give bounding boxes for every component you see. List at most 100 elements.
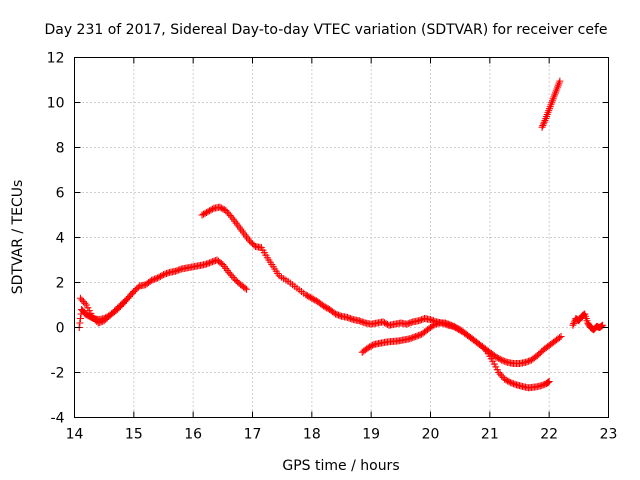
x-tick-label: 14 <box>66 427 84 443</box>
data-point <box>321 303 329 311</box>
data-point <box>523 358 531 366</box>
data-point <box>173 267 181 275</box>
data-point <box>76 294 84 302</box>
data-point <box>241 284 249 292</box>
data-point <box>308 294 316 302</box>
data-point <box>428 316 436 324</box>
data-point <box>226 212 234 220</box>
data-point <box>449 322 457 330</box>
data-point <box>505 378 513 386</box>
data-point <box>201 261 209 268</box>
series-segment-a <box>75 256 251 331</box>
data-point <box>444 320 452 328</box>
data-point <box>154 274 162 282</box>
data-point <box>81 299 89 307</box>
y-tick-label: 0 <box>56 321 65 337</box>
data-point <box>345 314 353 322</box>
y-tick-label: -2 <box>51 366 65 382</box>
data-point <box>306 293 314 301</box>
data-point <box>333 311 341 319</box>
data-point <box>151 275 159 283</box>
data-point <box>498 356 506 364</box>
data-point <box>540 118 548 126</box>
x-tick-label: 20 <box>422 427 440 443</box>
data-point <box>481 346 489 354</box>
data-point <box>217 204 225 212</box>
data-point <box>332 310 340 318</box>
data-point <box>93 317 101 325</box>
data-point <box>407 334 415 342</box>
x-tick-label: 21 <box>481 427 499 443</box>
data-point <box>343 313 351 321</box>
data-point <box>225 210 233 218</box>
data-point <box>207 206 215 214</box>
data-point <box>429 321 437 329</box>
data-point <box>415 317 423 325</box>
data-point <box>434 320 442 328</box>
data-point <box>369 341 377 349</box>
data-point <box>526 357 534 365</box>
data-point <box>303 292 311 300</box>
data-point <box>348 315 356 323</box>
data-point <box>149 276 157 284</box>
data-point <box>455 325 463 333</box>
data-point <box>134 283 142 291</box>
data-point <box>243 285 251 293</box>
data-point <box>225 268 233 276</box>
data-point <box>127 291 135 299</box>
data-point <box>158 271 166 279</box>
data-point <box>250 241 258 249</box>
data-point <box>91 316 99 324</box>
data-point <box>146 277 154 285</box>
data-point <box>305 293 313 301</box>
data-point <box>200 210 208 218</box>
data-point <box>441 319 449 327</box>
data-point <box>171 267 179 275</box>
data-point <box>446 321 454 329</box>
data-point <box>406 319 414 327</box>
data-point <box>538 123 546 131</box>
data-point <box>79 298 87 306</box>
data-point <box>598 322 606 330</box>
data-point <box>346 315 354 322</box>
data-point <box>502 358 510 366</box>
y-tick-label: -4 <box>51 411 65 427</box>
x-tick-label: 19 <box>362 427 380 443</box>
series-segment-f <box>569 310 607 334</box>
x-axis-label: GPS time / hours <box>282 458 399 474</box>
data-point <box>208 205 216 213</box>
ticks: 14 15 16 17 18 19 20 21 22 23 -4 -2 0 2 4 6 8 10 12 <box>47 51 618 443</box>
data-point <box>521 358 529 366</box>
data-point <box>198 211 206 219</box>
data-point <box>208 258 216 266</box>
data-point <box>164 269 172 277</box>
data-point <box>539 122 547 130</box>
data-point <box>410 333 418 341</box>
data-point <box>501 357 509 365</box>
data-point <box>412 333 420 340</box>
data-point <box>536 382 544 390</box>
data-point <box>413 332 421 340</box>
data-point <box>432 320 440 328</box>
data-point <box>130 288 138 295</box>
data-point <box>504 377 512 385</box>
data-point <box>597 322 605 330</box>
data-point <box>544 378 552 386</box>
series-segment-e <box>538 77 564 131</box>
grid <box>74 57 609 418</box>
x-tick-label: 18 <box>303 427 321 443</box>
y-tick-label: 12 <box>47 51 65 67</box>
data-point <box>311 296 319 304</box>
data-point <box>88 312 96 320</box>
data-point <box>335 311 343 319</box>
data-point <box>155 273 163 281</box>
data-point <box>330 309 338 317</box>
data-point <box>157 272 165 280</box>
data-point <box>569 321 577 329</box>
data-point <box>450 323 458 331</box>
data-point <box>508 379 516 387</box>
data-point <box>404 320 412 328</box>
data-point <box>223 208 231 216</box>
data-point <box>570 320 578 328</box>
data-point <box>367 342 375 350</box>
